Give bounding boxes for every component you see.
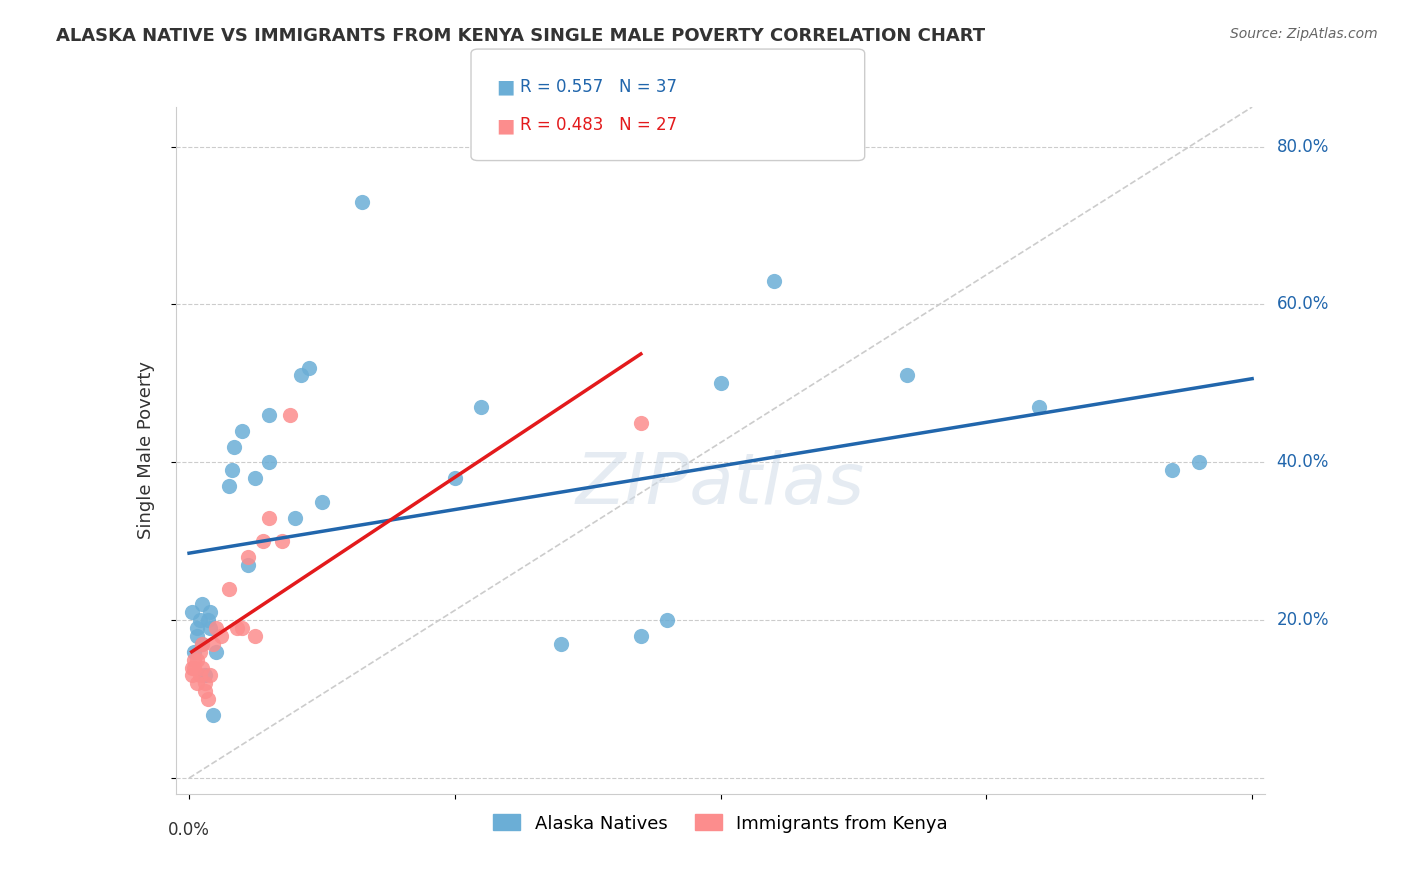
Point [350, 194, 373, 209]
Point [271, 534, 294, 549]
Point [225, 621, 247, 635]
Point [550, 637, 572, 651]
Point [245, 629, 267, 643]
Point [257, 510, 280, 524]
Y-axis label: Single Male Poverty: Single Male Poverty [136, 361, 155, 540]
Point [194, 684, 217, 698]
Text: 80.0%: 80.0% [1277, 137, 1329, 155]
Text: R = 0.483   N = 27: R = 0.483 N = 27 [520, 116, 678, 134]
Point [180, 668, 202, 682]
Point [630, 629, 652, 643]
Point [191, 598, 214, 612]
Point [284, 510, 307, 524]
Point [252, 534, 274, 549]
Point [194, 668, 217, 682]
Point [197, 613, 219, 627]
Point [1161, 463, 1184, 477]
Point [657, 613, 679, 627]
Point [1028, 400, 1050, 414]
Point [204, 621, 226, 635]
Point [290, 368, 312, 383]
Point [186, 676, 208, 690]
Point [188, 613, 211, 627]
Point [204, 645, 226, 659]
Point [201, 707, 224, 722]
Point [1188, 455, 1211, 469]
Point [236, 549, 259, 564]
Legend: Alaska Natives, Immigrants from Kenya: Alaska Natives, Immigrants from Kenya [486, 807, 955, 839]
Point [218, 582, 240, 596]
Point [221, 463, 243, 477]
Point [231, 424, 253, 438]
Point [257, 455, 280, 469]
Point [183, 653, 205, 667]
Text: R = 0.557   N = 37: R = 0.557 N = 37 [520, 78, 678, 95]
Point [200, 605, 222, 619]
Text: ■: ■ [496, 116, 515, 135]
Text: ■: ■ [496, 78, 515, 96]
Point [183, 645, 205, 659]
Point [191, 660, 214, 674]
Point [710, 376, 733, 391]
Point [630, 416, 652, 430]
Point [224, 440, 246, 454]
Point [183, 660, 205, 674]
Point [186, 621, 208, 635]
Point [218, 479, 240, 493]
Point [201, 637, 224, 651]
Point [188, 645, 211, 659]
Point [180, 660, 202, 674]
Point [896, 368, 918, 383]
Point [200, 668, 222, 682]
Text: ZIPatlas: ZIPatlas [576, 450, 865, 519]
Point [298, 360, 321, 375]
Text: Source: ZipAtlas.com: Source: ZipAtlas.com [1230, 27, 1378, 41]
Point [186, 629, 208, 643]
Point [180, 605, 202, 619]
Point [197, 692, 219, 706]
Point [762, 274, 785, 288]
Text: 60.0%: 60.0% [1277, 295, 1329, 313]
Point [278, 408, 301, 422]
Point [188, 668, 211, 682]
Point [194, 676, 217, 690]
Point [245, 471, 267, 485]
Point [186, 653, 208, 667]
Point [470, 400, 492, 414]
Point [236, 558, 259, 572]
Text: 20.0%: 20.0% [1277, 611, 1329, 629]
Point [257, 408, 280, 422]
Point [209, 629, 232, 643]
Point [443, 471, 465, 485]
Text: ALASKA NATIVE VS IMMIGRANTS FROM KENYA SINGLE MALE POVERTY CORRELATION CHART: ALASKA NATIVE VS IMMIGRANTS FROM KENYA S… [56, 27, 986, 45]
Text: 40.0%: 40.0% [1277, 453, 1329, 471]
Point [231, 621, 253, 635]
Point [191, 637, 214, 651]
Text: 0.0%: 0.0% [169, 822, 209, 839]
Point [200, 621, 222, 635]
Point [311, 495, 333, 509]
Point [191, 637, 214, 651]
